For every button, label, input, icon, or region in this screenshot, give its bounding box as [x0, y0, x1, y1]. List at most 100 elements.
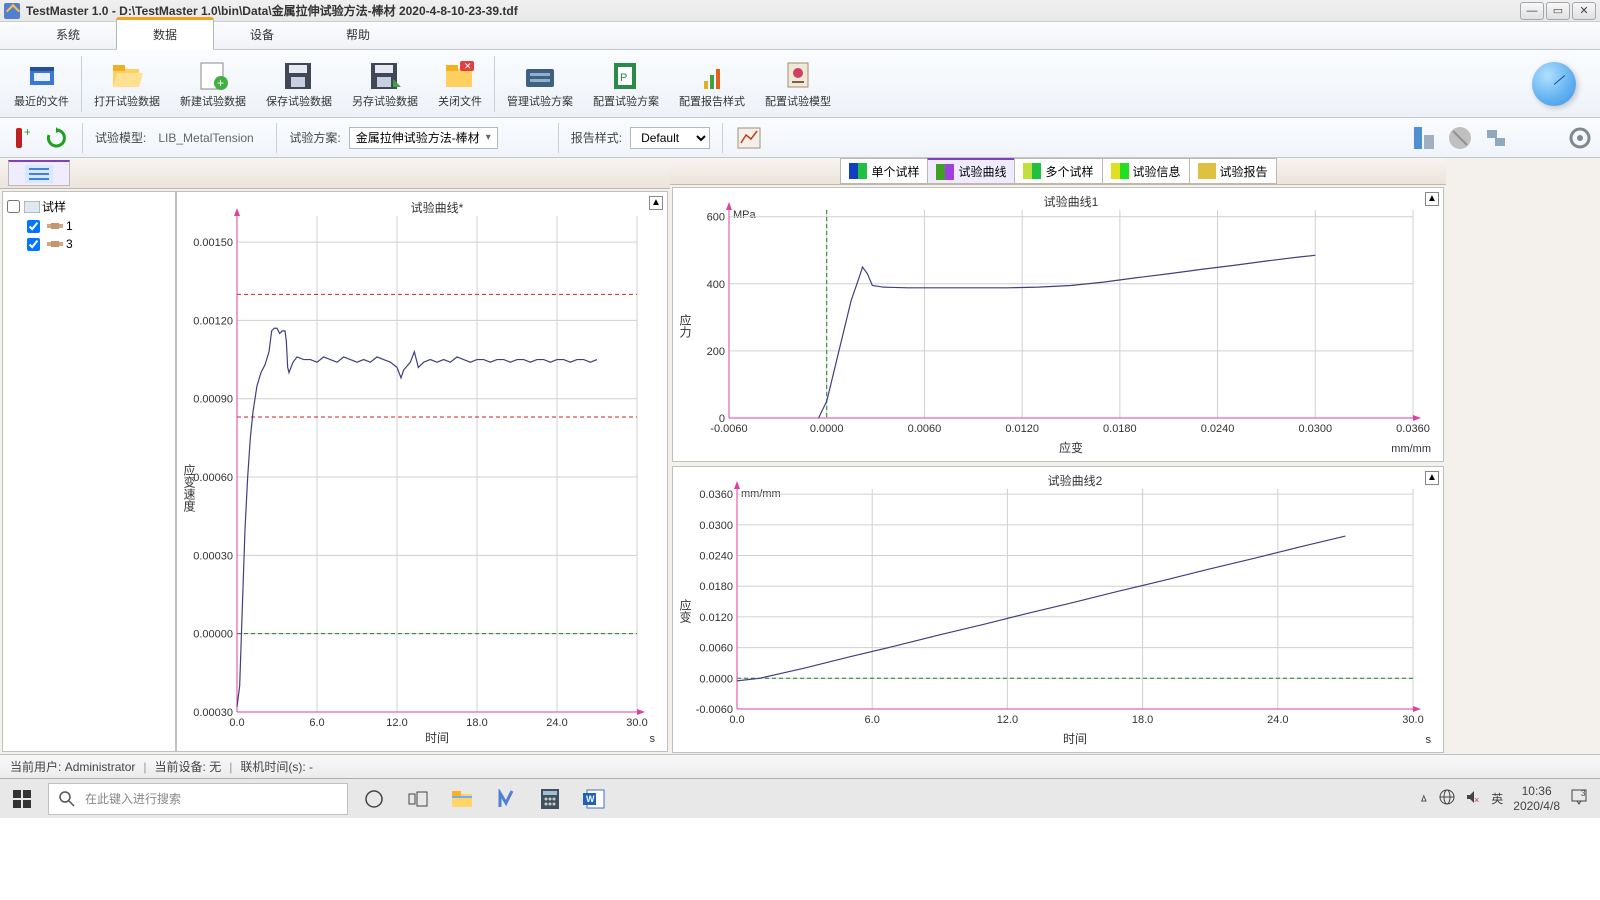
device-icon-1[interactable] — [1410, 124, 1438, 152]
settings-gear-icon[interactable] — [1566, 124, 1594, 152]
calculator-icon[interactable] — [528, 779, 572, 819]
word-icon[interactable]: W — [572, 779, 616, 819]
left-body: 试样 1 3 ▲ 试验曲线*0.06.012. — [2, 191, 668, 752]
tray-notifications-icon[interactable]: 3 — [1570, 788, 1588, 809]
saveas-icon — [367, 59, 403, 91]
ribbon-recent[interactable]: 最近的文件 — [4, 57, 79, 111]
svg-text:24.0: 24.0 — [546, 717, 567, 729]
recent-icon — [24, 59, 60, 91]
ribbon-config-report[interactable]: 配置报告样式 — [669, 57, 755, 111]
menu-帮助[interactable]: 帮助 — [310, 20, 406, 49]
right-tab-1[interactable]: 试验曲线 — [927, 158, 1015, 184]
explorer-icon[interactable] — [440, 779, 484, 819]
svg-text:应变: 应变 — [1059, 440, 1083, 455]
maximize-button[interactable]: ▭ — [1546, 2, 1570, 20]
ribbon-config-plan[interactable]: P配置试验方案 — [583, 57, 669, 111]
svg-text:s: s — [1426, 734, 1432, 746]
config-report-icon — [694, 59, 730, 91]
menu-bar: 系统数据设备帮助 — [0, 22, 1600, 50]
svg-text:应变: 应变 — [678, 598, 692, 623]
plan-dropdown[interactable]: 金属拉伸试验方法-棒材 — [349, 127, 498, 149]
left-chart: 试验曲线*0.06.012.018.024.030.00.000300.0000… — [177, 192, 667, 748]
ribbon-config-model[interactable]: 配置试验模型 — [755, 57, 841, 111]
taskbar-search[interactable]: 在此键入进行搜索 — [48, 783, 348, 815]
config-model-icon — [780, 59, 816, 91]
svg-text:30.0: 30.0 — [1402, 714, 1423, 726]
tree-check-1[interactable] — [27, 220, 40, 233]
right-tab-0[interactable]: 单个试样 — [840, 158, 928, 184]
report-label: 报告样式: — [571, 129, 622, 146]
status-bar: 当前用户: Administrator | 当前设备: 无 | 联机时间(s):… — [0, 754, 1600, 778]
svg-text:0.0240: 0.0240 — [699, 551, 733, 563]
chart-tool-icon[interactable] — [735, 124, 763, 152]
svg-text:+: + — [24, 126, 30, 139]
svg-text:0.00060: 0.00060 — [193, 472, 233, 484]
menu-系统[interactable]: 系统 — [20, 20, 116, 49]
svg-text:时间: 时间 — [425, 731, 449, 745]
left-tab-chart[interactable] — [8, 160, 70, 186]
tray-network-icon[interactable] — [1439, 789, 1455, 808]
new-icon: + — [195, 59, 231, 91]
tree-item-1[interactable]: 1 — [27, 217, 171, 235]
svg-text:0.0300: 0.0300 — [699, 520, 733, 532]
tree-root-label: 试样 — [42, 198, 66, 215]
taskview-icon[interactable] — [396, 779, 440, 819]
svg-text:12.0: 12.0 — [386, 717, 407, 729]
model-value: LIB_MetalTension — [154, 129, 264, 147]
expand-icon[interactable]: ▲ — [1425, 471, 1439, 485]
tray-chevron-icon[interactable]: ㅿ — [1418, 790, 1429, 807]
ribbon-close[interactable]: ✕关闭文件 — [428, 57, 492, 111]
system-tray: ㅿ × 英 10:36 2020/4/8 3 — [1406, 784, 1600, 813]
tree-root-checkbox[interactable] — [7, 200, 20, 213]
refresh-icon[interactable] — [42, 124, 70, 152]
svg-text:0.0360: 0.0360 — [699, 489, 733, 501]
right-tab-2[interactable]: 多个试样 — [1014, 158, 1102, 184]
app-icon — [4, 3, 20, 19]
report-select[interactable]: Default — [630, 127, 710, 149]
ribbon-save[interactable]: 保存试验数据 — [256, 57, 342, 111]
title-bar: TestMaster 1.0 - D:\TestMaster 1.0\bin\D… — [0, 0, 1600, 22]
svg-text:0.00030: 0.00030 — [193, 707, 233, 719]
expand-icon[interactable]: ▲ — [649, 196, 663, 210]
tray-volume-icon[interactable]: × — [1465, 789, 1481, 808]
status-device-value: 无 — [209, 758, 221, 775]
tray-clock[interactable]: 10:36 2020/4/8 — [1513, 784, 1560, 813]
tree-check-3[interactable] — [27, 238, 40, 251]
clock-icon — [1532, 62, 1576, 106]
right-panel-tabs: 单个试样试验曲线多个试样试验信息试验报告 — [670, 158, 1446, 185]
svg-text:0.0300: 0.0300 — [1298, 423, 1332, 435]
svg-text:0.0000: 0.0000 — [810, 423, 844, 435]
tree-item-3[interactable]: 3 — [27, 235, 171, 253]
specimen-tree: 试样 1 3 — [3, 192, 176, 751]
start-button[interactable] — [0, 779, 44, 819]
close-button[interactable]: ✕ — [1572, 2, 1596, 20]
menu-设备[interactable]: 设备 — [214, 20, 310, 49]
specimen-add-icon[interactable]: + — [6, 124, 34, 152]
cortana-icon[interactable] — [352, 779, 396, 819]
toolbar: + 试验模型: LIB_MetalTension 试验方案: 金属拉伸试验方法-… — [0, 118, 1600, 158]
svg-text:0.00000: 0.00000 — [193, 629, 233, 641]
window-controls: — ▭ ✕ — [1518, 2, 1596, 20]
svg-text:+: + — [217, 76, 224, 90]
network-icon[interactable] — [1482, 124, 1510, 152]
svg-text:0.0120: 0.0120 — [1005, 423, 1039, 435]
svg-text:-0.0060: -0.0060 — [696, 704, 733, 716]
open-icon — [109, 59, 145, 91]
minimize-button[interactable]: — — [1520, 2, 1544, 20]
svg-text:6.0: 6.0 — [309, 717, 324, 729]
status-device-label: 当前设备: — [155, 758, 206, 775]
menu-数据[interactable]: 数据 — [116, 17, 214, 50]
ribbon-new[interactable]: +新建试验数据 — [170, 57, 256, 111]
left-panel: 试样 1 3 ▲ 试验曲线*0.06.012. — [0, 158, 670, 754]
tree-root[interactable]: 试样 — [7, 196, 171, 217]
tray-ime[interactable]: 英 — [1491, 790, 1503, 807]
ribbon-open[interactable]: 打开试验数据 — [84, 57, 170, 111]
right-tab-3[interactable]: 试验信息 — [1102, 158, 1190, 184]
right-tab-4[interactable]: 试验报告 — [1189, 158, 1277, 184]
svg-text:试验曲线*: 试验曲线* — [411, 200, 464, 215]
expand-icon[interactable]: ▲ — [1425, 192, 1439, 206]
ribbon-saveas[interactable]: 另存试验数据 — [342, 57, 428, 111]
search-placeholder: 在此键入进行搜索 — [85, 790, 181, 807]
ribbon-manage[interactable]: 管理试验方案 — [497, 57, 583, 111]
app-taskbar-icon[interactable] — [484, 779, 528, 819]
